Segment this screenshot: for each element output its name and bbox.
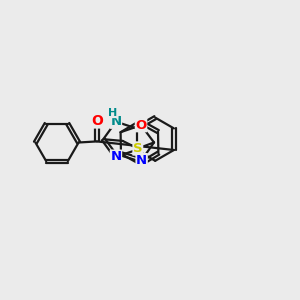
Text: N: N <box>110 150 122 163</box>
Text: O: O <box>91 114 103 128</box>
Text: O: O <box>135 119 147 132</box>
Text: N: N <box>110 115 122 128</box>
Text: S: S <box>133 142 142 155</box>
Text: N: N <box>136 154 147 166</box>
Text: H: H <box>108 108 118 118</box>
